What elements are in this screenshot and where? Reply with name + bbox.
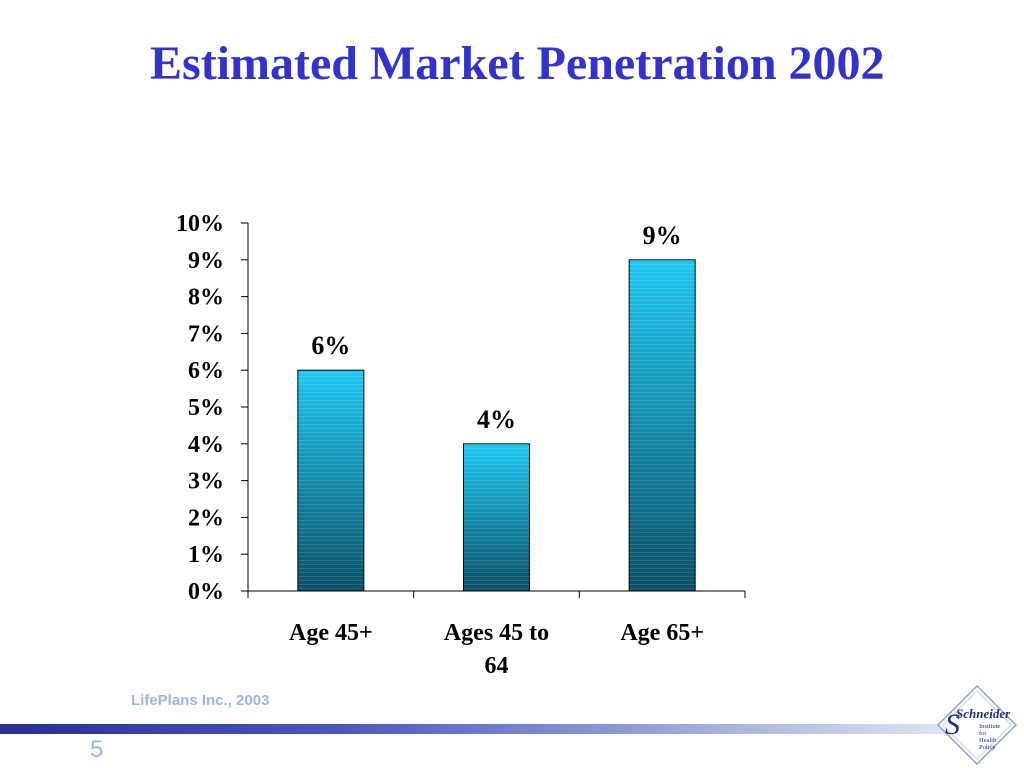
y-tick-label: 1% — [188, 542, 224, 568]
slide-title: Estimated Market Penetration 2002 — [150, 37, 885, 90]
logo-subtitle-line: Health — [979, 737, 997, 744]
footer-gradient-bar — [0, 724, 960, 734]
bar-texture — [629, 259, 696, 591]
y-tick-label: 7% — [188, 321, 224, 347]
svg-text:Schneider: Schneider — [956, 706, 1011, 721]
category-label: 64 — [485, 653, 509, 679]
y-tick-label: 8% — [188, 285, 224, 311]
y-tick-label: 5% — [188, 395, 224, 421]
logo-subtitle-line: for — [979, 730, 987, 737]
y-tick-label: 9% — [188, 248, 224, 274]
category-label: Age 65+ — [620, 620, 704, 646]
svg-text:S: S — [945, 708, 960, 741]
data-label: 9% — [643, 221, 682, 250]
logo-subtitle-line: Institute — [979, 723, 1000, 730]
logo-subtitle-line: Policy — [979, 744, 996, 751]
bar-texture — [463, 443, 530, 591]
data-label: 6% — [311, 331, 350, 360]
y-tick-label: 0% — [188, 579, 224, 605]
y-tick-label: 10% — [176, 211, 224, 237]
page-number: 5 — [90, 736, 104, 763]
y-tick-label: 3% — [188, 469, 224, 495]
bar-chart: 0% 1% 2% 3% 4% 5% 6% 7% 8% 9% 10% 6% 4% 9% Age 45+ Ag… — [176, 211, 746, 679]
y-tick-label: 6% — [188, 358, 224, 384]
category-label: Ages 45 to — [444, 620, 549, 646]
y-tick-label: 4% — [188, 432, 224, 458]
data-label: 4% — [477, 405, 516, 434]
y-tick-label: 2% — [188, 505, 224, 531]
footer-copyright: LifePlans Inc., 2003 — [131, 692, 270, 709]
category-label: Age 45+ — [289, 620, 373, 646]
bar-texture — [297, 370, 364, 591]
